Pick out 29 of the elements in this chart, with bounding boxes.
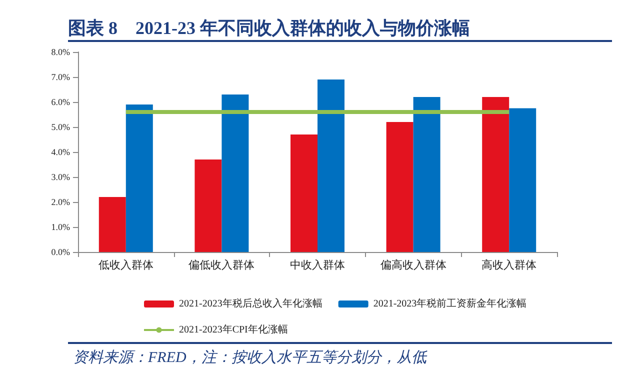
- legend-label: 2021-2023年税前工资薪金年化涨幅: [373, 298, 527, 310]
- y-tick-label: 4.0%: [51, 147, 70, 157]
- bar: [126, 104, 153, 252]
- bar: [290, 134, 318, 252]
- bar: [318, 80, 344, 252]
- chart-title: 图表 8 2021-23 年不同收入群体的收入与物价涨幅: [67, 17, 471, 40]
- x-tick-label: 低收入群体: [98, 258, 154, 272]
- bar: [222, 94, 249, 252]
- y-tick-label: 6.0%: [51, 97, 70, 107]
- bar: [413, 97, 440, 252]
- y-tick-label: 8.0%: [51, 47, 70, 57]
- bar: [509, 108, 536, 252]
- legend-label: 2021-2023年税后总收入年化涨幅: [179, 298, 322, 310]
- bar: [482, 97, 510, 252]
- bar: [98, 197, 126, 252]
- bar: [194, 160, 222, 252]
- y-tick-label: 0.0%: [51, 247, 70, 257]
- text: 资料来源：FRED，注：按收入水平五等分划分，从低: [72, 348, 428, 367]
- x-tick-label: 中收入群体: [290, 258, 345, 272]
- y-tick-label: 2.0%: [51, 197, 70, 207]
- x-tick-label: 偏低收入群体: [188, 258, 255, 272]
- y-tick-label: 7.0%: [51, 72, 70, 82]
- x-tick-label: 偏高收入群体: [380, 258, 446, 272]
- x-tick-label: 高收入群体: [482, 258, 537, 272]
- legend-label: 2021-2023年CPI年化涨幅: [179, 324, 288, 336]
- y-tick-label: 1.0%: [51, 222, 70, 232]
- bar: [386, 122, 414, 252]
- y-tick-label: 5.0%: [51, 122, 70, 132]
- y-tick-label: 3.0%: [51, 172, 70, 182]
